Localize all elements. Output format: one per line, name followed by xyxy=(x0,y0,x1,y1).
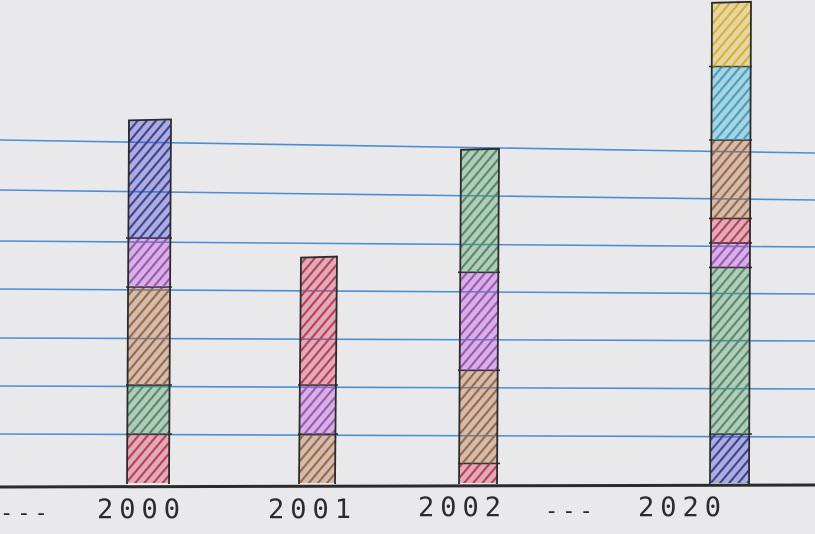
gridline-2 xyxy=(0,189,815,201)
gridline-7 xyxy=(0,433,815,438)
bar-2001 xyxy=(298,255,338,485)
bar-2020-segment-3-purple xyxy=(711,242,750,268)
x-tick-2000: 2000 xyxy=(97,494,186,525)
bar-2000-segment-2-green xyxy=(128,385,170,434)
bar-2000-segment-1-red xyxy=(128,434,170,483)
bar-2020-segment-5-brown xyxy=(711,140,750,219)
bar-2002-segment-1-red xyxy=(460,463,498,483)
bar-2001-segment-3-red xyxy=(300,257,336,385)
bar-2002-outline xyxy=(458,147,500,485)
bar-2020-segment-1-blue xyxy=(711,434,750,483)
bar-2000-segment-3-brown xyxy=(128,287,170,385)
bar-2002 xyxy=(458,147,500,485)
bar-2002-segment-4-green xyxy=(460,149,498,273)
gridline-4 xyxy=(0,288,815,295)
bar-2020-segment-7-yellow xyxy=(711,2,750,67)
axis-break-right: --- xyxy=(545,499,597,524)
bar-2001-outline xyxy=(298,255,338,485)
x-tick-2001: 2001 xyxy=(268,494,357,525)
bars-group xyxy=(126,0,752,485)
bar-2020 xyxy=(709,0,752,485)
bar-2020-segment-6-cyan xyxy=(711,66,750,140)
x-tick-2002: 2002 xyxy=(418,492,507,523)
gridline-6 xyxy=(0,385,815,390)
x-tick-labels: --- 2000 2001 2002 --- 2020 xyxy=(0,492,727,526)
axis-break-left: --- xyxy=(0,501,52,526)
bar-2001-segment-1-brown xyxy=(300,434,336,483)
bar-2000 xyxy=(126,118,172,485)
bar-2020-outline xyxy=(709,0,752,485)
bar-2002-segment-2-brown xyxy=(460,370,498,464)
bar-2000-segment-5-blue xyxy=(128,120,170,238)
gridline-5 xyxy=(0,337,815,342)
x-tick-2020: 2020 xyxy=(638,492,727,523)
bar-2020-segment-4-red xyxy=(711,218,750,243)
bar-2000-outline xyxy=(126,118,172,485)
gridline-1 xyxy=(0,139,815,154)
bar-2020-segment-2-green xyxy=(711,267,750,434)
bar-2000-segment-4-purple xyxy=(128,238,170,287)
bar-2001-segment-2-purple xyxy=(300,385,336,434)
gridline-3 xyxy=(0,240,815,248)
ruled-gridlines xyxy=(0,139,815,438)
bar-2002-segment-3-purple xyxy=(460,272,498,371)
x-axis-baseline xyxy=(0,483,815,489)
